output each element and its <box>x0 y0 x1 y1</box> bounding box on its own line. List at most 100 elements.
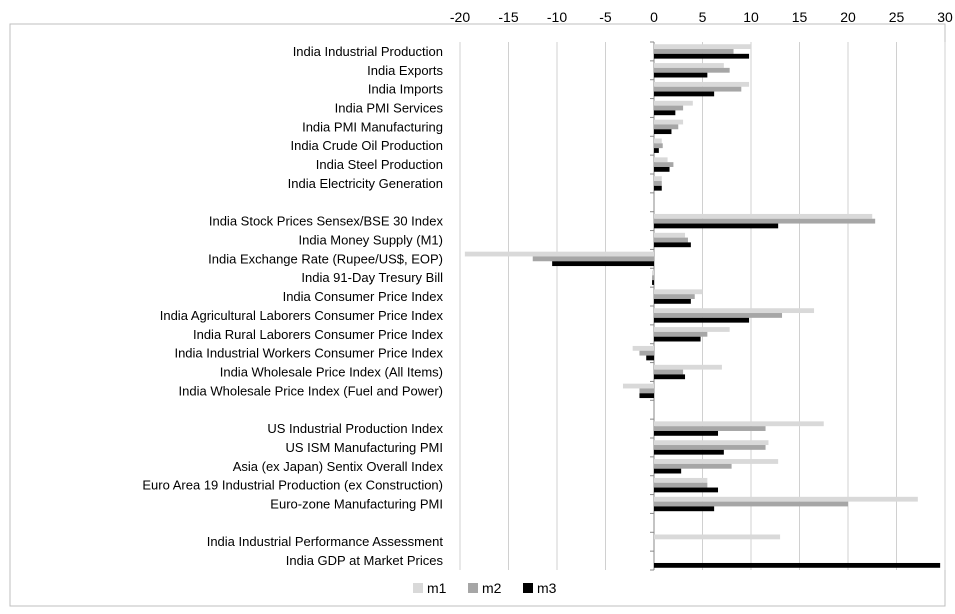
bar-m2 <box>654 181 662 186</box>
legend-label-m3: m3 <box>537 580 557 596</box>
bar-m3 <box>654 53 750 59</box>
bar-m2 <box>654 501 848 507</box>
bar-m2 <box>639 350 654 356</box>
x-tick-label: 20 <box>840 9 856 25</box>
chart-frame <box>9 23 946 607</box>
x-tick-label: 15 <box>792 9 808 25</box>
x-tick-label: 25 <box>889 9 905 25</box>
category-label-layer: India Industrial Production India Exports… <box>142 44 443 568</box>
category-label: India Steel Production <box>316 157 443 172</box>
bar-m2 <box>639 388 654 394</box>
bar-m1 <box>654 100 693 106</box>
bar-m1 <box>654 440 769 446</box>
bar-m1 <box>654 477 708 483</box>
bar-m1 <box>654 421 824 427</box>
bar-m1 <box>654 459 779 464</box>
bar-m2 <box>654 463 732 469</box>
bar-m1 <box>622 383 654 389</box>
bar-m1 <box>654 44 751 50</box>
bar-m2 <box>654 162 674 167</box>
x-tick-label: -15 <box>498 9 518 25</box>
bar-m3 <box>654 72 708 78</box>
legend-swatch-m3 <box>523 583 533 593</box>
bar-m1 <box>652 270 654 276</box>
category-label: US ISM Manufacturing PMI <box>286 440 444 455</box>
category-label: India Exchange Rate (Rupee/US$, EOP) <box>208 251 443 266</box>
legend-label-m2: m2 <box>482 580 502 596</box>
bar-m2 <box>654 331 708 337</box>
bar-m2 <box>654 294 695 299</box>
category-label: India Exports <box>367 63 443 78</box>
category-label: India Industrial Performance Assessment <box>207 534 444 549</box>
bar-m2 <box>654 105 684 111</box>
bar-m3 <box>646 355 654 361</box>
bar-m1 <box>654 157 668 163</box>
bar-m1 <box>654 63 724 68</box>
bar-m2 <box>654 124 679 130</box>
bar-m2 <box>654 49 734 54</box>
bar-m1 <box>654 327 730 332</box>
bar-m2 <box>654 67 730 73</box>
category-label: Asia (ex Japan) Sentix Overall Index <box>233 459 444 474</box>
bar-m3 <box>654 223 779 229</box>
bar-m3 <box>654 185 662 191</box>
bar-m1 <box>654 232 686 238</box>
category-label: India Industrial Workers Consumer Price … <box>174 346 443 361</box>
bar-m3 <box>654 336 701 342</box>
category-label: India Rural Laborers Consumer Price Inde… <box>193 327 444 342</box>
bar-m1 <box>464 251 654 257</box>
bar-m3 <box>654 449 724 455</box>
bar-m1 <box>654 81 750 87</box>
bar-m3 <box>639 393 654 399</box>
x-tick-label: 0 <box>650 9 658 25</box>
x-tick-label: -20 <box>450 9 470 25</box>
category-label: India PMI Services <box>335 101 444 116</box>
x-tick-label: 30 <box>937 9 953 25</box>
x-tick-label: -5 <box>599 9 612 25</box>
category-label: Euro Area 19 Industrial Production (ex C… <box>142 478 443 493</box>
bar-m1 <box>654 119 684 125</box>
bar-m3 <box>654 430 719 436</box>
tick-layer: -20 -15 -10 -5 0 5 10 15 20 25 30 <box>450 9 953 25</box>
bar-m2 <box>654 482 708 488</box>
bar-m2 <box>652 275 654 281</box>
bar-m1 <box>654 308 815 314</box>
category-label: India Wholesale Price Index (Fuel and Po… <box>179 383 443 398</box>
bar-m3 <box>654 166 670 172</box>
bar-m2 <box>654 86 742 92</box>
legend-swatch-m2 <box>468 583 478 593</box>
bar-m3 <box>654 562 941 568</box>
bar-m1 <box>654 138 662 144</box>
bar-m3 <box>654 110 676 116</box>
category-label: India Imports <box>368 82 444 97</box>
bar-m3 <box>654 506 715 512</box>
category-label: Euro-zone Manufacturing PMI <box>270 497 443 512</box>
bar-m3 <box>654 317 750 323</box>
bar-m2 <box>654 143 663 149</box>
bar-m1 <box>654 496 918 502</box>
bar-m2 <box>532 256 654 262</box>
bar-m3 <box>654 468 682 474</box>
bar-m3 <box>652 280 654 285</box>
bar-m3 <box>654 242 691 248</box>
x-tick-label: -10 <box>547 9 567 25</box>
bar-m1 <box>654 289 703 295</box>
legend-label-m1: m1 <box>427 580 447 596</box>
bar-m1 <box>654 213 873 219</box>
legend: m1 m2 m3 <box>413 580 557 596</box>
bar-m2 <box>654 426 766 431</box>
category-label: India Crude Oil Production <box>291 138 443 153</box>
bar-m1 <box>654 534 781 540</box>
bar-m3 <box>654 91 715 97</box>
bar-m1 <box>654 176 662 182</box>
bar-m3 <box>654 487 719 493</box>
category-label: India Money Supply (M1) <box>298 233 443 248</box>
bar-m3 <box>654 374 686 380</box>
bar-m1 <box>632 345 654 351</box>
bar-m2 <box>654 445 766 450</box>
category-label: India PMI Manufacturing <box>302 119 443 134</box>
legend-swatch-m1 <box>413 583 423 593</box>
bar-layer <box>464 44 941 568</box>
